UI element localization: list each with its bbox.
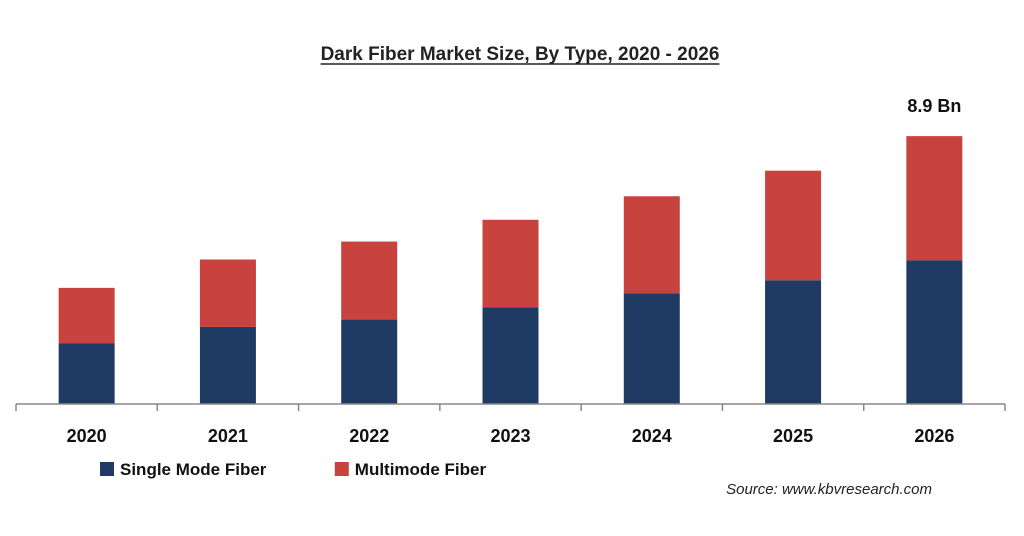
- bar-single-mode-fiber-2026: [906, 260, 963, 404]
- x-tick-label: 2023: [490, 426, 530, 446]
- bar-multimode-fiber-2021: [199, 259, 256, 327]
- legend-swatch-multimode-fiber: [334, 462, 349, 476]
- data-label: 8.9 Bn: [907, 96, 961, 116]
- x-tick-label: 2025: [773, 426, 813, 446]
- annotations: 8.9 Bn: [907, 96, 961, 116]
- legend-swatch-single-mode-fiber: [100, 462, 114, 476]
- bar-single-mode-fiber-2021: [199, 326, 256, 404]
- bar-multimode-fiber-2023: [482, 219, 539, 308]
- x-tick-label: 2026: [914, 426, 954, 446]
- bar-single-mode-fiber-2022: [341, 319, 398, 404]
- legend-label-multimode-fiber: Multimode Fiber: [355, 460, 487, 479]
- source-text: Source: www.kbvresearch.com: [726, 481, 932, 498]
- x-tick-marks: [15, 404, 1006, 411]
- bar-multimode-fiber-2022: [341, 241, 398, 320]
- bar-multimode-fiber-2026: [906, 136, 963, 261]
- x-tick-label: 2022: [349, 426, 389, 446]
- bar-single-mode-fiber-2025: [765, 280, 822, 404]
- chart-title: Dark Fiber Market Size, By Type, 2020 - …: [321, 44, 720, 65]
- bar-single-mode-fiber-2023: [482, 307, 539, 404]
- bar-multimode-fiber-2024: [623, 196, 680, 294]
- x-tick-label: 2020: [67, 426, 107, 446]
- bar-multimode-fiber-2020: [58, 287, 115, 344]
- bar-single-mode-fiber-2024: [623, 293, 680, 404]
- x-tick-label: 2021: [208, 426, 248, 446]
- bar-multimode-fiber-2025: [765, 170, 822, 281]
- x-tick-label: 2024: [632, 426, 672, 446]
- x-tick-labels: 2020 2021 2022 2023 2024 2025 2026: [67, 426, 955, 446]
- legend-label-single-mode-fiber: Single Mode Fiber: [120, 460, 267, 479]
- bar-single-mode-fiber-2020: [58, 343, 115, 404]
- bars-layer: [58, 136, 963, 404]
- legend: Single Mode Fiber Multimode Fiber: [100, 460, 486, 479]
